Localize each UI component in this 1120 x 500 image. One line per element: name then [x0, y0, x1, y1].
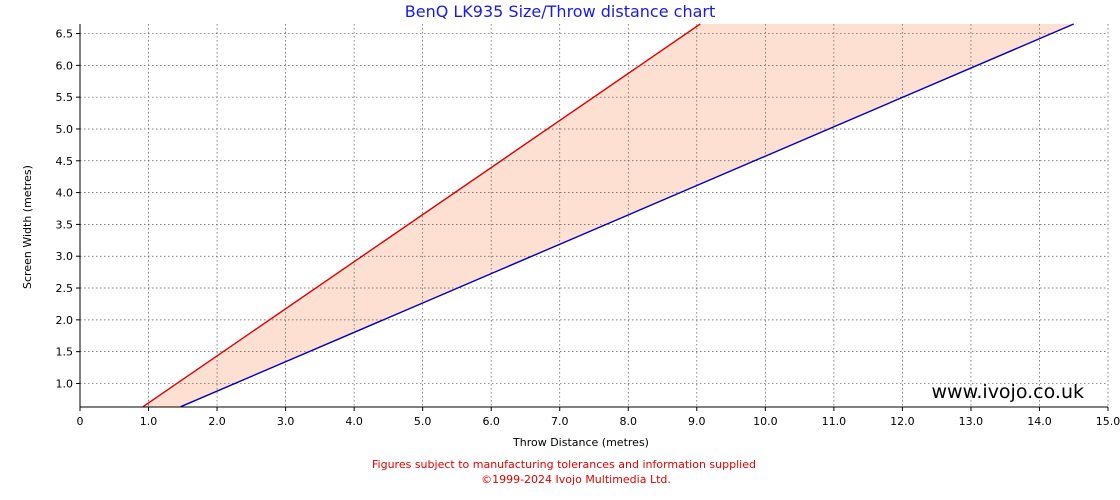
y-tick-label: 6.0 — [56, 59, 74, 72]
x-axis-ticks: 0 1.0 2.0 3.0 4.0 5.0 6.0 7.0 8.0 9.0 10.0 11.0 12.0… — [77, 407, 1120, 428]
x-tick-label: 14.0 — [1027, 415, 1052, 428]
y-tick-label: 5.5 — [56, 91, 74, 104]
x-tick-label: 7.0 — [551, 415, 569, 428]
x-tick-label: 4.0 — [345, 415, 363, 428]
series-lines — [142, 23, 1075, 408]
watermark: www.ivojo.co.uk — [932, 381, 1085, 403]
y-tick-label: 2.5 — [56, 282, 74, 295]
min-throw-line — [142, 23, 701, 408]
y-tick-label: 6.5 — [56, 28, 74, 41]
x-tick-label: 3.0 — [277, 415, 295, 428]
x-tick-label: 10.0 — [753, 415, 778, 428]
x-tick-label: 2.0 — [208, 415, 226, 428]
x-tick-label: 1.0 — [140, 415, 158, 428]
axes — [79, 24, 1108, 408]
x-tick-label: 5.0 — [414, 415, 432, 428]
y-tick-label: 3.0 — [56, 250, 74, 263]
y-tick-label: 1.5 — [56, 346, 74, 359]
y-tick-label: 2.0 — [56, 314, 74, 327]
y-tick-label: 3.5 — [56, 218, 74, 231]
x-tick-label: 11.0 — [822, 415, 847, 428]
x-tick-label: 12.0 — [890, 415, 915, 428]
max-throw-line — [180, 23, 1075, 408]
y-axis-label: Screen Width (metres) — [21, 165, 34, 289]
chart-title: BenQ LK935 Size/Throw distance chart — [405, 2, 715, 21]
y-tick-label: 4.0 — [56, 187, 74, 200]
throw-range-fill — [143, 24, 1074, 407]
plot-area — [80, 23, 1109, 408]
x-tick-label: 9.0 — [688, 415, 706, 428]
grid-lines — [80, 24, 1109, 407]
x-axis-label: Throw Distance (metres) — [512, 436, 649, 449]
footer-disclaimer: Figures subject to manufacturing toleran… — [372, 458, 756, 471]
y-tick-label: 4.5 — [56, 155, 74, 168]
x-tick-label: 13.0 — [959, 415, 984, 428]
y-tick-label: 5.0 — [56, 123, 74, 136]
y-axis-ticks: 1.0 1.5 2.0 2.5 3.0 3.5 4.0 4.5 5.0 5.5 6.0 6.5 — [56, 28, 80, 390]
y-tick-label: 1.0 — [56, 377, 74, 390]
x-tick-label: 0 — [77, 415, 84, 428]
x-tick-label: 15.0 — [1096, 415, 1120, 428]
x-tick-label: 8.0 — [620, 415, 638, 428]
footer-copyright: ©1999-2024 Ivojo Multimedia Ltd. — [481, 473, 671, 486]
x-tick-label: 6.0 — [482, 415, 500, 428]
